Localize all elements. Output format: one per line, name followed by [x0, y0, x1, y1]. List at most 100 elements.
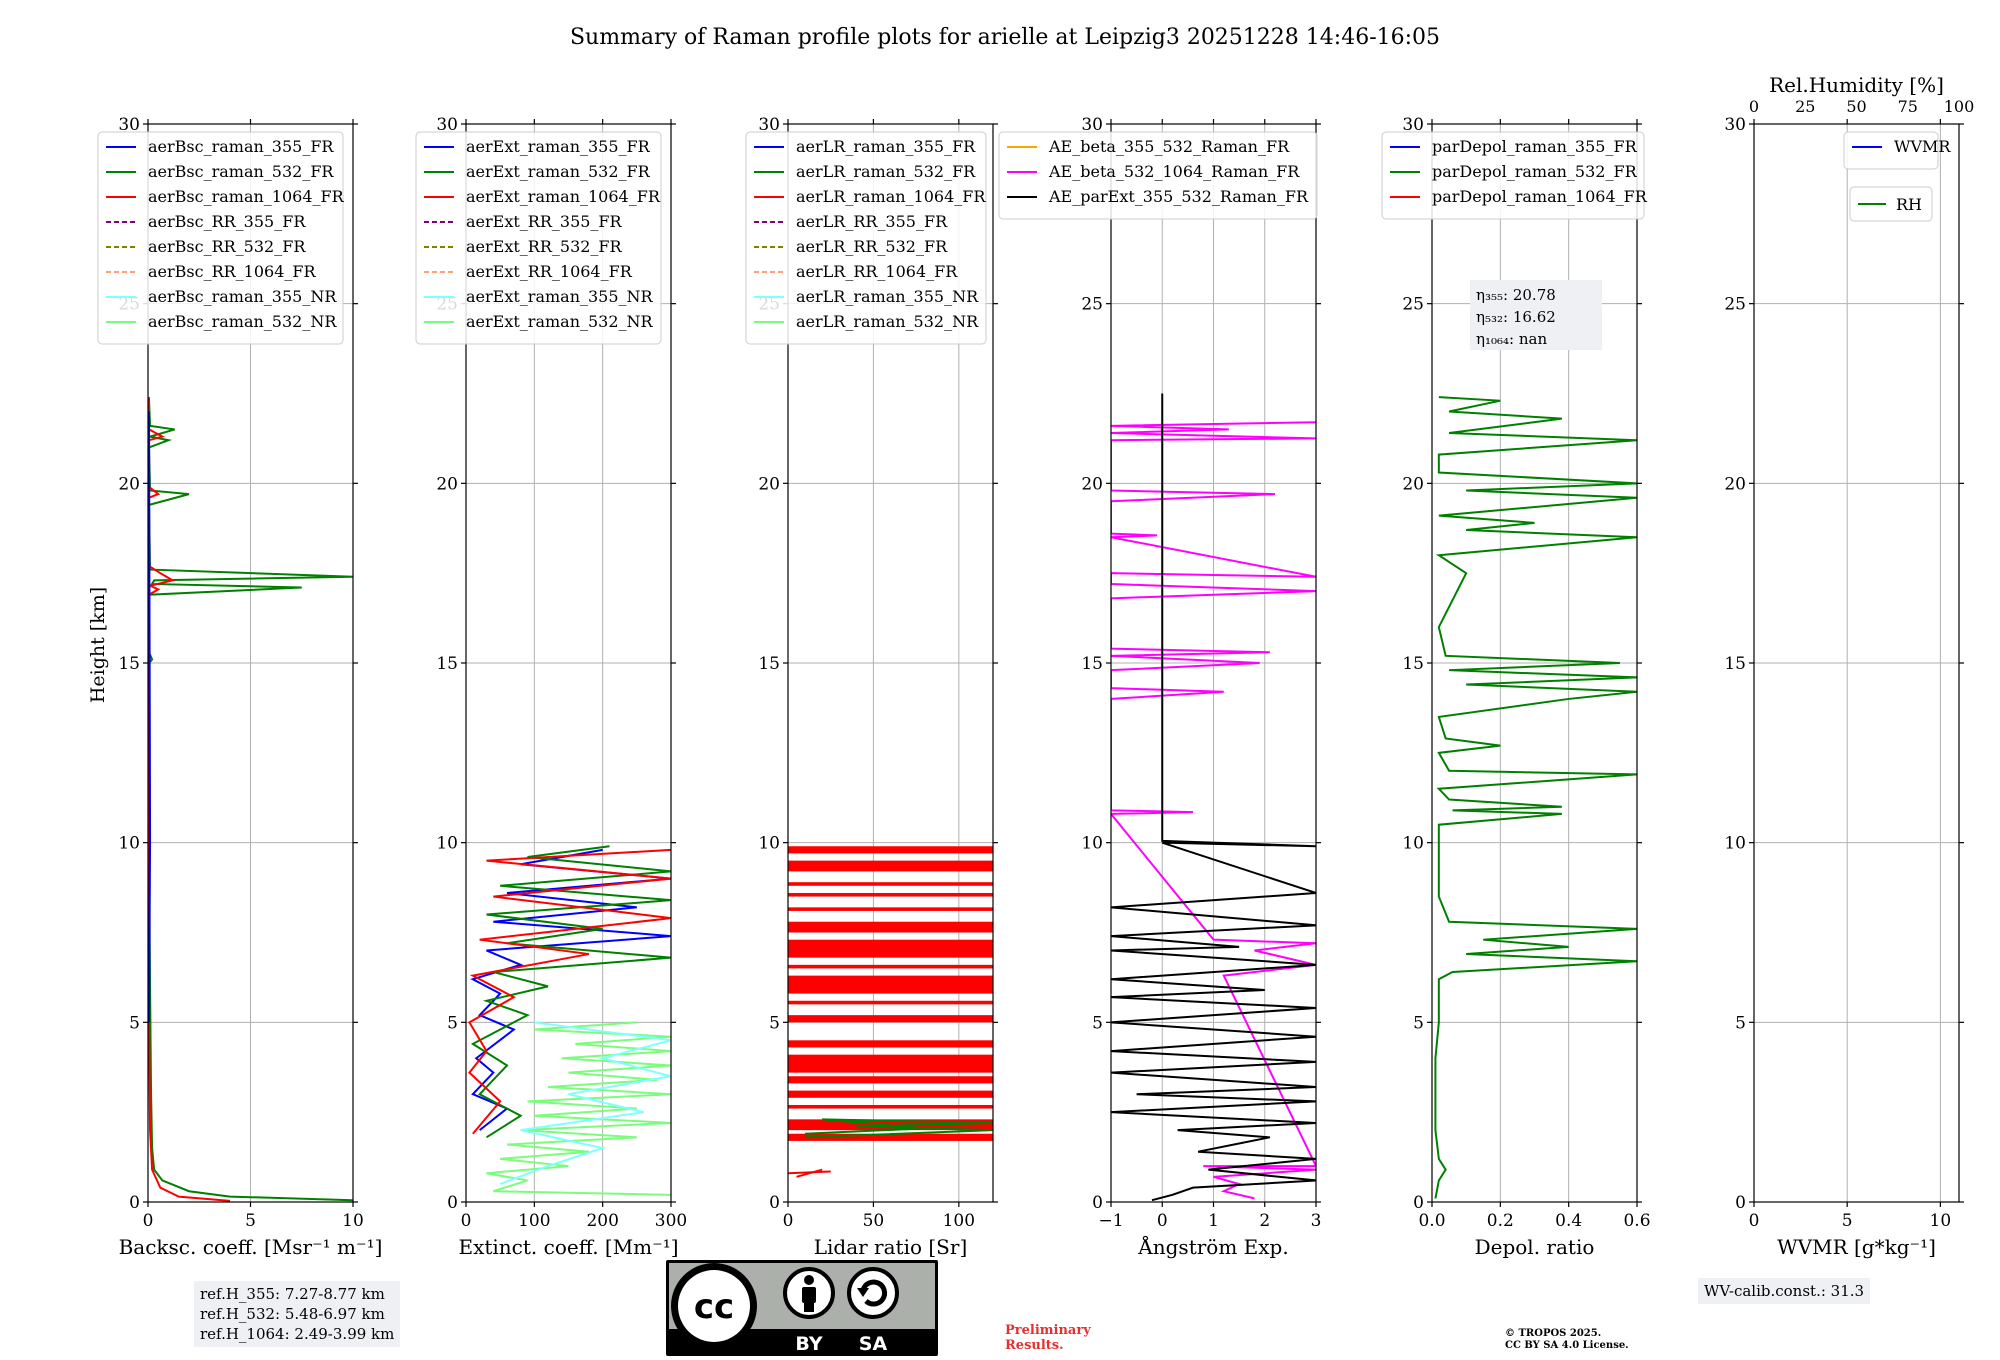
preliminary-line-1: Preliminary	[1005, 1323, 1091, 1338]
panels: 0510152025300510Backsc. coeff. [Msr⁻¹ m⁻…	[97, 73, 1974, 1259]
legend2-entry: RH	[1896, 195, 1922, 214]
series-line-aerbsc-raman-355-fr	[148, 411, 152, 1023]
panel-lr: 051015202530050100Lidar ratio [Sr]aerLR_…	[745, 115, 998, 1259]
lidar-ratio-band	[788, 975, 993, 994]
legend-entry: aerLR_RR_532_FR	[796, 237, 948, 256]
legend2-frame	[1849, 186, 1933, 222]
legend-entry: aerLR_raman_532_FR	[796, 162, 976, 181]
series-group	[1111, 393, 1316, 1202]
legend-frame	[998, 131, 1318, 220]
y-tick-label: 30	[1402, 115, 1424, 135]
x-axis-label: Ångström Exp.	[1137, 1234, 1288, 1259]
x-tick-label: 0.4	[1555, 1211, 1582, 1231]
legend-entry: aerBsc_raman_532_FR	[148, 162, 334, 181]
preliminary-line-2: Results.	[1005, 1338, 1064, 1353]
y-tick-label: 15	[758, 654, 780, 674]
grid	[1110, 123, 1317, 1203]
legend-entry: aerExt_raman_532_FR	[466, 162, 651, 181]
by-person-icon	[783, 1267, 835, 1319]
y-tick-label: 0	[769, 1193, 780, 1213]
x-tick-label: 200	[586, 1211, 618, 1231]
legend-entry: aerBsc_raman_355_FR	[148, 137, 334, 156]
lidar-ratio-band	[788, 1015, 993, 1023]
lidar-ratio-band	[788, 1076, 993, 1084]
lidar-ratio-band	[788, 882, 993, 886]
y-tick-label: 30	[436, 115, 458, 135]
legend-entry: aerBsc_RR_1064_FR	[148, 262, 317, 281]
eta-box	[1470, 280, 1602, 350]
panel-depol: 0 5 10 15 20 25 30 0.0 0.2 0.4 0.6 Depol. ratio parD…	[1381, 115, 1651, 1259]
y-tick-label: 5	[1092, 1013, 1103, 1033]
top-x-tick-label: 25	[1795, 97, 1815, 116]
copyright-line-1: © TROPOS 2025.	[1505, 1328, 1602, 1339]
y-tick-label: 10	[1081, 834, 1103, 854]
lidar-ratio-band	[788, 964, 993, 969]
series-line-ae-parext-355-532-raman-fr	[1111, 393, 1316, 1202]
y-tick-label: 15	[1081, 654, 1103, 674]
legend-entry: aerLR_raman_1064_FR	[796, 187, 986, 206]
x-tick-label: 3	[1311, 1211, 1322, 1231]
legend-entry: aerLR_raman_355_NR	[796, 287, 979, 306]
legend-frame	[415, 131, 662, 345]
legend: aerExt_raman_355_FR aerExt_raman_532_FRae…	[415, 131, 662, 345]
series-line-aerbsc-raman-532-fr	[148, 400, 353, 1202]
top-x-tick-label: 50	[1846, 97, 1866, 116]
legend: parDepol_raman_355_FR parDepol_raman_532_…	[1381, 131, 1648, 220]
grid	[1753, 123, 1959, 1203]
legend: WVMR RH	[1843, 131, 1951, 222]
copyright-line-2: CC BY SA 4.0 License.	[1505, 1340, 1629, 1351]
y-tick-label: 15	[118, 654, 140, 674]
legend-entry: aerLR_RR_355_FR	[796, 212, 948, 231]
y-tick-label: 10	[1402, 834, 1424, 854]
legend-entry: WVMR	[1894, 137, 1951, 156]
eta-annotation: η₁₀₆₄: nan	[1476, 330, 1547, 348]
lidar-ratio-band	[788, 1054, 993, 1073]
panel-ext: 0510152025300100200300Extinct. coeff. [M…	[415, 115, 687, 1259]
sa-share-alike-icon	[847, 1267, 899, 1319]
top-x-axis-label: Rel.Humidity [%]	[1769, 73, 1944, 97]
series-line-aerext-raman-355-nr	[499, 1021, 671, 1185]
y-tick-label: 30	[1081, 115, 1103, 135]
legend-entry: aerExt_raman_355_FR	[466, 137, 651, 156]
cc-circle-inner	[678, 1270, 750, 1342]
legend-frame	[1843, 131, 1939, 170]
y-tick-label: 10	[1724, 834, 1746, 854]
legend: aerLR_raman_355_FR aerLR_raman_532_FR aerL…	[745, 131, 987, 345]
y-tick-label: 20	[1724, 474, 1746, 494]
y-tick-label: 5	[129, 1013, 140, 1033]
ref-height-532: ref.H_532: 5.48-6.97 km	[200, 1305, 385, 1323]
lidar-ratio-band	[788, 846, 993, 854]
copyright-note: © TROPOS 2025. CC BY SA 4.0 License.	[1505, 1328, 1629, 1352]
panel-bsc: 0510152025300510Backsc. coeff. [Msr⁻¹ m⁻…	[97, 115, 382, 1259]
lidar-ratio-band	[788, 939, 993, 958]
y-tick-label: 5	[1735, 1013, 1746, 1033]
y-axis-label: Height [km]	[87, 587, 109, 703]
y-tick-label: 15	[1724, 654, 1746, 674]
legend-entry: aerExt_raman_355_NR	[466, 287, 654, 306]
lidar-ratio-band	[788, 921, 993, 933]
legend-entry: AE_parExt_355_532_Raman_FR	[1048, 187, 1309, 206]
y-tick-label: 20	[1081, 474, 1103, 494]
legend-entry: aerLR_RR_1064_FR	[796, 262, 958, 281]
series-group	[148, 397, 353, 1202]
x-axis-label: Lidar ratio [Sr]	[814, 1235, 968, 1259]
x-tick-label: 5	[245, 1211, 256, 1231]
figure-title: Summary of Raman profile plots for ariel…	[570, 25, 1440, 50]
x-tick-label: 1	[1208, 1211, 1219, 1231]
lidar-ratio-band	[788, 1104, 993, 1109]
cc-by-sa-license-badge: cc BY SA	[666, 1260, 938, 1356]
legend-frame	[97, 131, 344, 345]
series-line-ae-beta-532-1064-raman-fr	[1111, 421, 1316, 1200]
y-tick-label: 0	[447, 1193, 458, 1213]
legend-entry: aerLR_raman_355_FR	[796, 137, 976, 156]
by-label: BY	[795, 1333, 822, 1355]
top-x-tick-label: 100	[1944, 97, 1975, 116]
x-tick-label: 0.0	[1418, 1211, 1445, 1231]
legend-entry: AE_beta_355_532_Raman_FR	[1048, 137, 1290, 156]
eta-annotation: η₅₃₂: 16.62	[1476, 308, 1556, 326]
ref-height-1064: ref.H_1064: 2.49-3.99 km	[200, 1325, 395, 1343]
y-tick-label: 30	[118, 115, 140, 135]
x-tick-label: 0	[1749, 1211, 1760, 1231]
